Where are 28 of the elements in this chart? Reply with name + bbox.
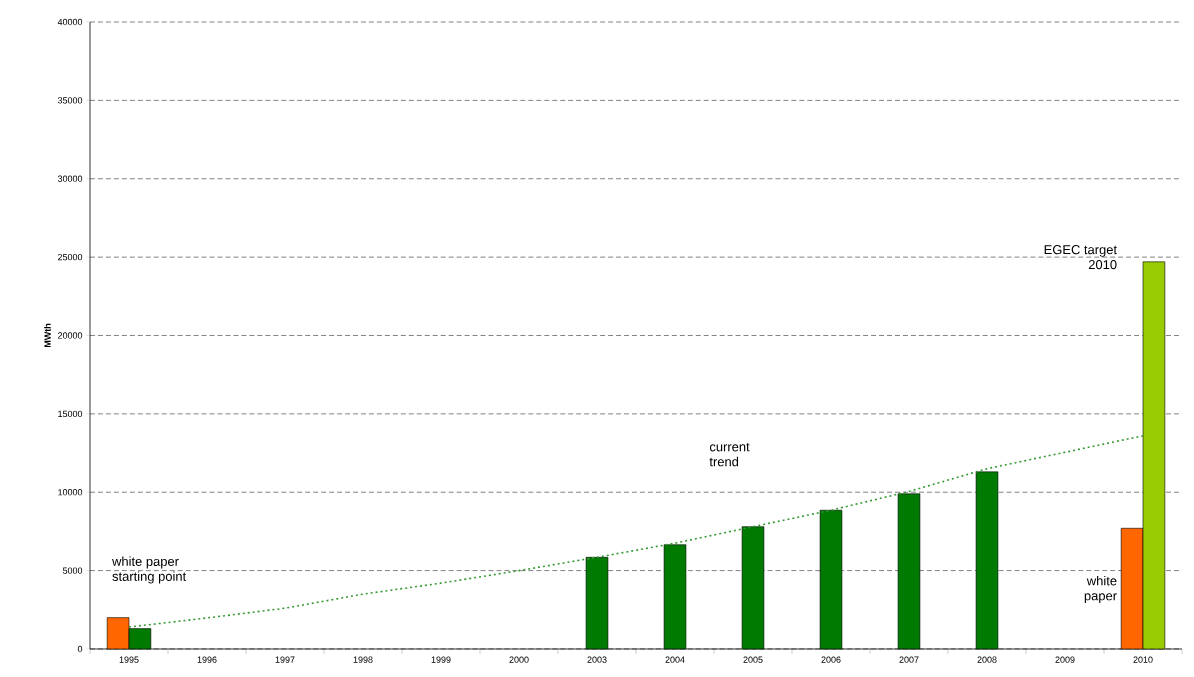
y-tick-label: 0 [77, 645, 83, 653]
y-tick-label: 25000 [58, 253, 83, 261]
x-tick-label: 2003 [587, 656, 607, 663]
annotation: current trend [709, 442, 750, 467]
x-tick-label: 1999 [431, 656, 451, 663]
x-tick-label: 1997 [275, 656, 295, 663]
y-tick-label: 10000 [58, 489, 83, 496]
y-axis-title: MWth [44, 323, 51, 348]
x-tick-label: 1998 [353, 656, 373, 663]
x-tick-label: 2007 [899, 656, 919, 663]
y-tick-label: 5000 [62, 567, 83, 574]
y-tick-label: 30000 [57, 175, 83, 182]
annotation: white paper [1084, 575, 1117, 603]
x-tick-label: 2006 [821, 656, 841, 663]
y-tick-label: 40000 [57, 18, 83, 26]
x-tick-label: 2004 [665, 656, 685, 663]
annotation: white paper starting point [112, 556, 187, 584]
annotation: EGEC target 2010 [1044, 245, 1117, 270]
x-tick-label: 2008 [977, 656, 997, 663]
y-tick-label: 15000 [58, 410, 83, 418]
x-tick-label: 2005 [743, 656, 763, 663]
x-tick-label: 2010 [1133, 656, 1153, 663]
y-tick-label: 35000 [57, 97, 83, 104]
x-tick-label: 2009 [1055, 656, 1075, 663]
x-tick-label: 2000 [509, 656, 529, 663]
x-tick-label: 1996 [197, 656, 217, 663]
y-tick-label: 20000 [58, 332, 83, 339]
x-tick-label: 1995 [119, 656, 139, 663]
